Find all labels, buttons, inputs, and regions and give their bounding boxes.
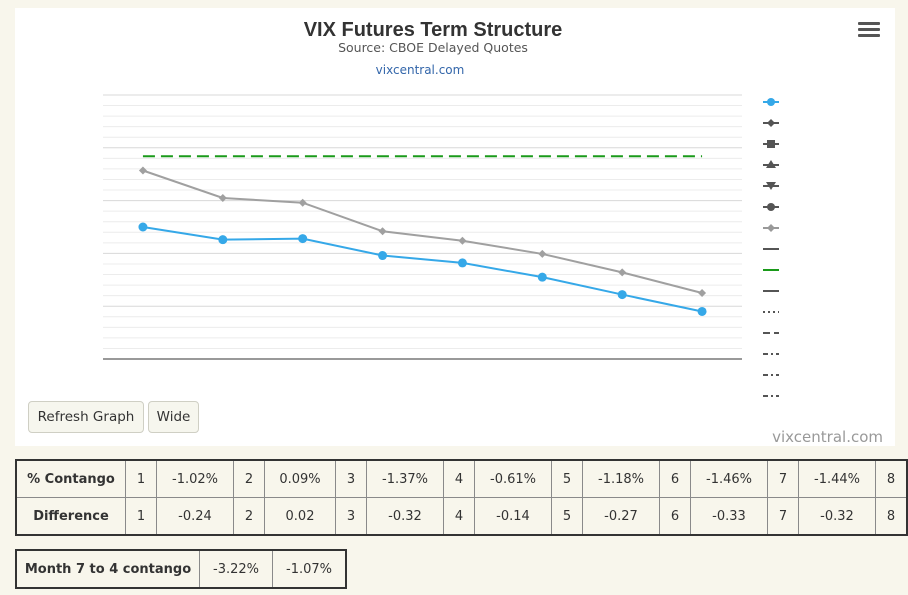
value-cell: -3.22% [199,549,273,589]
legend-item[interactable] [763,224,779,232]
value-cell: -0.61% [474,459,552,498]
value-cell: -1.18% [582,459,660,498]
month-index-cell: 6 [659,459,691,498]
legend-diamond-icon [767,119,775,127]
value-cell: -1.02% [156,459,234,498]
legend-circle-icon [767,203,775,211]
month-index-cell: 4 [443,459,475,498]
last-point [138,222,148,232]
value-cell: -0.14 [474,497,552,536]
legend-item[interactable] [763,140,779,148]
last-line [142,226,703,313]
value-cell: 0.09% [264,459,336,498]
month-index-cell: 1 [125,459,157,498]
month-index-cell: 1 [125,497,157,536]
value-cell: -0.27 [582,497,660,536]
last-point [617,290,627,300]
month-index-cell: 2 [233,459,265,498]
chart-card: VIX Futures Term Structure Source: CBOE … [15,8,895,446]
value-cell: -0.32 [798,497,876,536]
month-index-cell: 7 [767,459,799,498]
contango-table-row: Difference 1 -0.24 2 0.02 3 -0.32 4 -0.14 5 -0.27 6… [15,497,908,536]
value-cell: -1.44% [798,459,876,498]
value-cell: -1.07% [272,549,347,589]
legend-triangle-icon [766,160,776,168]
row-header: % Contango [15,459,126,498]
legend-item[interactable] [763,203,779,211]
refresh-graph-button[interactable]: Refresh Graph [28,401,144,433]
legend-triangle-down-icon [766,182,776,190]
month-index-cell: 5 [551,497,583,536]
value-cell: -0.32 [366,497,444,536]
last-point [697,306,707,316]
previous-close-line [142,169,703,294]
previous-close-point [538,249,547,258]
wide-button[interactable]: Wide [148,401,199,433]
chart-subtitle: Source: CBOE Delayed Quotes [338,40,528,55]
legend-diamond-icon [767,224,775,232]
term-structure-chart: VIX Futures Term Structure Source: CBOE … [103,19,779,397]
contango-table: % Contango 1 -1.02% 2 0.09% 3 -1.37% 4 -0.61% 5 -1… [15,459,908,536]
legend-item[interactable] [763,160,779,168]
value-cell: 0.02 [264,497,336,536]
month-7-to-4-row: Month 7 to 4 contango -3.22% -1.07% [15,549,347,589]
month-index-cell: 3 [335,497,367,536]
month-index-cell: 8 [875,459,908,498]
contango-table-row: % Contango 1 -1.02% 2 0.09% 3 -1.37% 4 -0.61% 5 -1… [15,459,908,498]
last-point [537,272,547,282]
legend-item[interactable] [763,182,779,190]
previous-close-point [458,236,467,245]
month-index-cell: 2 [233,497,265,536]
month-index-cell: 6 [659,497,691,536]
previous-close-point [138,166,147,175]
chart-link[interactable]: vixcentral.com [376,63,465,77]
legend-circle-icon [767,98,775,106]
value-cell: -0.24 [156,497,234,536]
legend-square-icon [767,140,775,148]
last-point [378,251,388,261]
legend-item[interactable] [763,119,779,127]
legend-item[interactable] [763,98,779,106]
value-cell: -1.37% [366,459,444,498]
row-header: Difference [15,497,126,536]
month-index-cell: 8 [875,497,908,536]
last-point [457,258,467,268]
month-index-cell: 4 [443,497,475,536]
previous-close-point [698,289,707,297]
previous-close-point [378,227,387,236]
month-index-cell: 7 [767,497,799,536]
value-cell: -0.33 [690,497,768,536]
credit-text[interactable]: vixcentral.com [772,428,883,446]
row-header: Month 7 to 4 contango [15,549,200,589]
month-index-cell: 5 [551,459,583,498]
previous-close-point [218,193,227,202]
last-point [218,235,228,245]
month-index-cell: 3 [335,459,367,498]
previous-close-point [618,268,627,277]
menu-icon[interactable] [858,20,880,38]
value-cell: -1.46% [690,459,768,498]
last-point [298,234,308,244]
previous-close-point [298,198,307,207]
chart-title: VIX Futures Term Structure [304,19,563,41]
month-7-to-4-table: Month 7 to 4 contango -3.22% -1.07% [15,549,347,589]
